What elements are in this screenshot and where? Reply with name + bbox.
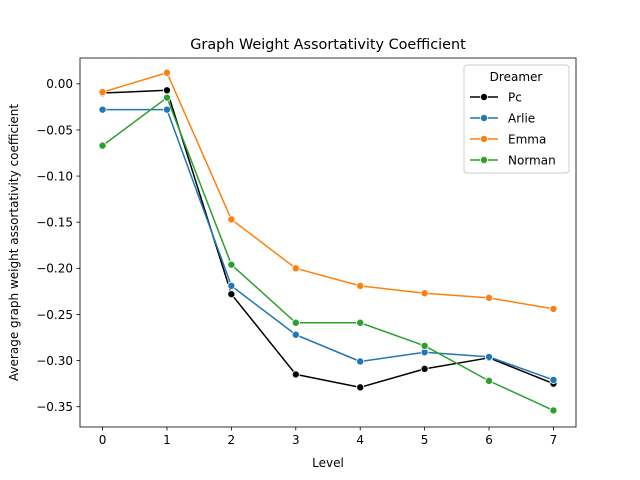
data-point — [98, 88, 107, 97]
y-tick-label: −0.05 — [36, 123, 73, 137]
data-point — [549, 304, 558, 313]
x-tick-label: 6 — [485, 433, 493, 447]
series-emma — [98, 68, 558, 313]
y-tick-label: −0.30 — [36, 354, 73, 368]
legend: Dreamer Pc Arlie Emma Norman — [463, 64, 570, 174]
y-tick-label: 0.00 — [46, 77, 73, 91]
x-tick-label: 1 — [163, 433, 171, 447]
legend-frame — [463, 64, 570, 174]
series-arlie — [98, 105, 558, 384]
x-tick-label: 3 — [292, 433, 300, 447]
y-tick-label: −0.20 — [36, 262, 73, 276]
data-point — [291, 264, 300, 273]
legend-swatch-marker — [479, 155, 488, 164]
legend-label: Norman — [508, 153, 556, 167]
data-point — [162, 68, 171, 77]
series-line — [102, 72, 554, 310]
data-point — [227, 290, 236, 299]
y-tick-label: −0.35 — [36, 400, 73, 414]
x-tick-label: 2 — [228, 433, 236, 447]
y-tick-label: −0.25 — [36, 308, 73, 322]
x-tick-label: 4 — [356, 433, 364, 447]
y-tick-label: −0.10 — [36, 169, 73, 183]
data-point — [420, 364, 429, 373]
data-point — [291, 318, 300, 327]
data-point — [356, 357, 365, 366]
legend-label: Emma — [508, 132, 546, 146]
legend-swatch-marker — [479, 93, 488, 102]
data-point — [227, 281, 236, 290]
data-point — [485, 376, 494, 385]
x-axis-label: Level — [312, 456, 344, 470]
series-line — [102, 96, 554, 412]
data-point — [356, 318, 365, 327]
x-tick-label: 7 — [550, 433, 558, 447]
legend-swatch-marker — [479, 114, 488, 123]
data-point — [98, 105, 107, 114]
axes-layer: 0 1 2 3 4 5 6 7 0.00 −0.05 −0.10 −0.15 −0.20 −0.25 −0.… — [36, 57, 577, 447]
series-norman — [98, 93, 558, 415]
data-point — [291, 330, 300, 339]
legend-item-emma: Emma — [470, 132, 546, 146]
legend-swatch-marker — [479, 134, 488, 143]
plot-frame — [79, 57, 577, 428]
legend-label: Arlie — [508, 111, 535, 125]
data-point — [162, 105, 171, 114]
legend-title: Dreamer — [490, 70, 543, 84]
legend-item-arlie: Arlie — [470, 111, 535, 125]
legend-item-norman: Norman — [470, 153, 556, 167]
data-point — [356, 383, 365, 392]
data-point — [98, 141, 107, 150]
x-tick-label: 5 — [421, 433, 429, 447]
y-axis-label: Average graph weight assortativity coeff… — [7, 104, 21, 381]
data-point — [485, 352, 494, 361]
x-tick-label: 0 — [99, 433, 107, 447]
data-point — [549, 406, 558, 415]
legend-item-pc: Pc — [470, 90, 522, 104]
legend-label: Pc — [508, 90, 522, 104]
series-layer — [98, 68, 558, 415]
data-point — [420, 289, 429, 298]
data-point — [162, 93, 171, 102]
data-point — [162, 86, 171, 95]
series-line — [102, 108, 554, 381]
data-point — [356, 281, 365, 290]
chart-title: Graph Weight Assortativity Coefficient — [190, 37, 466, 53]
data-point — [485, 293, 494, 302]
data-point — [291, 370, 300, 379]
data-point — [549, 375, 558, 384]
data-point — [227, 215, 236, 224]
y-tick-label: −0.15 — [36, 216, 73, 230]
data-point — [227, 260, 236, 269]
data-point — [420, 341, 429, 350]
